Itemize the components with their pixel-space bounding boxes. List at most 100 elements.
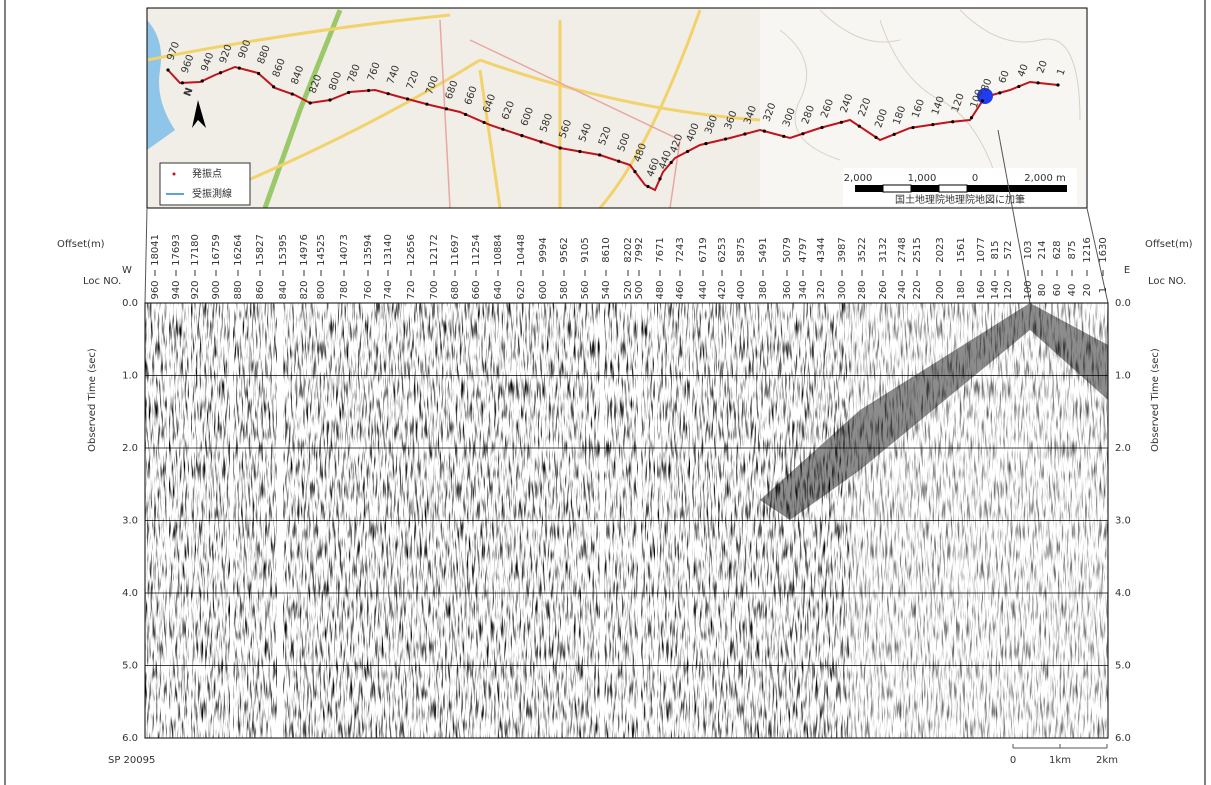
offset-label: 17693 bbox=[171, 234, 182, 266]
station-dot bbox=[998, 91, 1001, 94]
loc-label: 160 bbox=[976, 280, 987, 299]
station-dot bbox=[951, 120, 954, 123]
station-dot bbox=[309, 101, 312, 104]
station-dot bbox=[219, 71, 222, 74]
loc-label: 560 bbox=[580, 280, 591, 299]
loc-label: 580 bbox=[559, 280, 570, 299]
offset-label: 4344 bbox=[816, 237, 827, 262]
station-dot bbox=[724, 137, 727, 140]
offset-label: 628 bbox=[1052, 240, 1063, 259]
offset-label: 4797 bbox=[798, 237, 809, 262]
station-dot bbox=[482, 121, 485, 124]
offset-label: 14525 bbox=[316, 234, 327, 266]
offset-label: 103 bbox=[1023, 240, 1034, 259]
loc-label: 600 bbox=[538, 280, 549, 299]
y-tick-label: 3.0 bbox=[122, 516, 138, 527]
loc-label: 420 bbox=[717, 280, 728, 299]
loc-label: 680 bbox=[450, 280, 461, 299]
scale-label: 1,000 bbox=[908, 173, 937, 184]
offset-label: 1630 bbox=[1098, 237, 1109, 262]
distance-label: 2km bbox=[1096, 755, 1118, 766]
offset-label: 15827 bbox=[255, 234, 266, 266]
station-dot bbox=[686, 150, 689, 153]
loc-label: 500 bbox=[634, 280, 645, 299]
loc-label: 640 bbox=[493, 280, 504, 299]
station-dot bbox=[464, 113, 467, 116]
loc-label: 140 bbox=[990, 280, 1001, 299]
offset-label: 6253 bbox=[717, 237, 728, 262]
shot-label: SP 20095 bbox=[108, 755, 155, 766]
offset-label: 7243 bbox=[675, 237, 686, 262]
offset-label: 6719 bbox=[698, 237, 709, 262]
station-dot bbox=[782, 135, 785, 138]
loc-label: 280 bbox=[857, 280, 868, 299]
y-tick-label: 1.0 bbox=[122, 371, 138, 382]
loc-label: 80 bbox=[1037, 284, 1048, 297]
offset-label: 5491 bbox=[758, 237, 769, 262]
loc-label: 400 bbox=[736, 280, 747, 299]
offset-label: 572 bbox=[1003, 240, 1014, 259]
y-tick-label: 2.0 bbox=[122, 443, 138, 454]
station-dot bbox=[387, 92, 390, 95]
loc-label: 120 bbox=[1003, 280, 1014, 299]
offset-label: 3132 bbox=[878, 237, 889, 262]
offset-label: 10884 bbox=[493, 234, 504, 266]
station-dot bbox=[911, 126, 914, 129]
loc-label: 940 bbox=[171, 280, 182, 299]
offset-label: 16264 bbox=[233, 234, 244, 266]
y-tick-label: 4.0 bbox=[122, 588, 138, 599]
station-dot bbox=[501, 128, 504, 131]
offset-label: 17180 bbox=[190, 234, 201, 266]
station-dot bbox=[257, 72, 260, 75]
offset-label: 12656 bbox=[406, 234, 417, 266]
legend-item: 発振点 bbox=[192, 167, 222, 180]
loc-label: 620 bbox=[516, 280, 527, 299]
station-dot bbox=[704, 142, 707, 145]
offset-label: 2023 bbox=[935, 237, 946, 262]
offset-label: 10448 bbox=[516, 234, 527, 266]
offset-label: 16759 bbox=[211, 234, 222, 266]
offset-label: 13594 bbox=[363, 234, 374, 266]
offset-label: 5079 bbox=[782, 237, 793, 262]
legend-dot bbox=[173, 173, 176, 176]
map-credit: 国土地理院地理院地図に加筆 bbox=[895, 193, 1025, 206]
offset-label: 15395 bbox=[278, 234, 289, 266]
offset-title: Offset(m) bbox=[57, 239, 105, 250]
offset-label: 11697 bbox=[450, 234, 461, 266]
station-dot bbox=[425, 103, 428, 106]
west-label: W bbox=[122, 265, 132, 276]
offset-label: 8202 bbox=[623, 237, 634, 262]
offset-label: 3522 bbox=[857, 237, 868, 262]
y-tick-label: 4.0 bbox=[1115, 588, 1131, 599]
station-dot bbox=[633, 170, 636, 173]
loc-label: 800 bbox=[316, 280, 327, 299]
station-dot bbox=[578, 150, 581, 153]
loc-label: 860 bbox=[255, 280, 266, 299]
station-dot bbox=[743, 132, 746, 135]
loc-label: 720 bbox=[406, 280, 417, 299]
station-dot bbox=[646, 185, 649, 188]
y-tick-label: 6.0 bbox=[122, 733, 138, 744]
offset-label: 214 bbox=[1037, 240, 1048, 259]
offset-label: 9994 bbox=[538, 237, 549, 262]
offset-label: 7671 bbox=[655, 237, 666, 262]
station-dot bbox=[840, 121, 843, 124]
offset-label: 14976 bbox=[299, 234, 310, 266]
loc-label: 460 bbox=[675, 280, 686, 299]
scale-label: 2,000 bbox=[844, 173, 873, 184]
station-dot bbox=[874, 136, 877, 139]
loc-label: 100 bbox=[1023, 280, 1034, 299]
loc-label: 960 bbox=[150, 280, 161, 299]
loc-label: 540 bbox=[601, 280, 612, 299]
station-dot bbox=[559, 146, 562, 149]
station-dot bbox=[670, 161, 673, 164]
station-dot bbox=[893, 133, 896, 136]
loc-label: 20 bbox=[1082, 284, 1093, 297]
map-link bbox=[145, 208, 147, 303]
offset-label: 1561 bbox=[956, 237, 967, 262]
loc-label: 260 bbox=[878, 280, 889, 299]
loc-label: 380 bbox=[758, 280, 769, 299]
loc-label: 240 bbox=[897, 280, 908, 299]
station-dot bbox=[328, 98, 331, 101]
offset-label: 3987 bbox=[837, 237, 848, 262]
